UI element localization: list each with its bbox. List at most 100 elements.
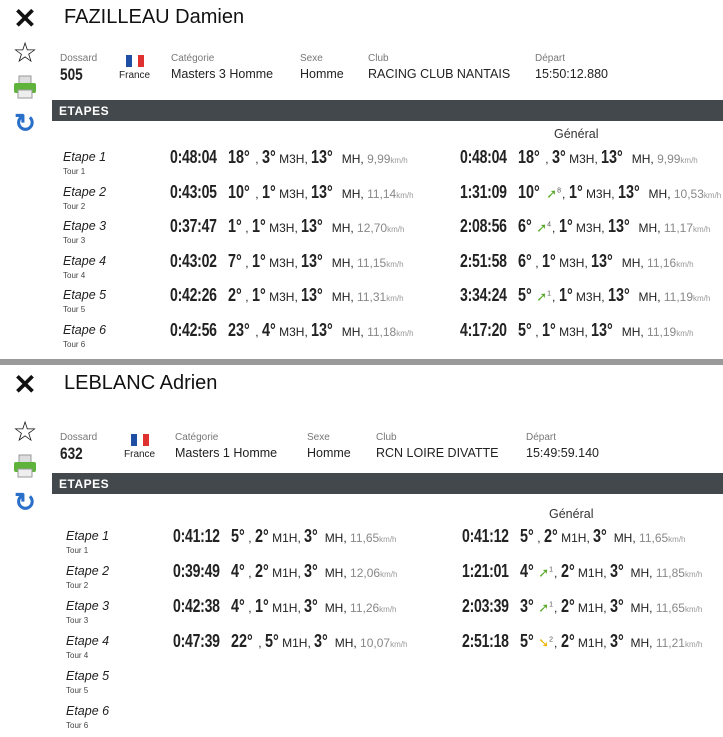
arrow-up-icon: ➚8 <box>546 185 562 201</box>
general-result: 1:21:01 4° ➚1, 2° M1H, 3° MH, 11,85km/h <box>462 561 703 581</box>
speed-unit: km/h <box>390 640 408 649</box>
trend-count: 4 <box>547 221 552 229</box>
time: 0:41:12 <box>462 526 509 546</box>
rank: 5° <box>231 526 245 546</box>
speed-unit: km/h <box>676 328 694 338</box>
category-rank: 1° <box>541 250 556 271</box>
club: Club RCN LOIRE DIVATTE <box>376 432 499 460</box>
categorie: Catégorie Masters 1 Homme <box>175 432 278 460</box>
category: M1H <box>577 566 604 580</box>
general-result: 2:03:39 3° ➚1, 2° M1H, 3° MH, 11,65km/h <box>462 596 703 616</box>
speed: 11,18 <box>367 324 397 339</box>
depart: Départ 15:50:12.880 <box>535 53 608 81</box>
star-icon[interactable]: ☆ <box>12 37 38 68</box>
rank: 18° <box>518 147 540 167</box>
speed-unit: km/h <box>390 156 408 165</box>
rank: 1° <box>228 216 242 236</box>
category-rank: 2° <box>543 526 558 546</box>
general-result: 2:51:18 5° ➘2, 2° M1H, 3° MH, 11,21km/h <box>462 631 703 651</box>
rank: 22° <box>231 631 253 651</box>
mh-rank: 3° <box>609 596 624 616</box>
category-rank: 2° <box>560 631 575 651</box>
printer-icon[interactable] <box>10 74 40 100</box>
stage-result: 0:37:47 1°, 1° M3H, 13° MH, 12,70km/h <box>170 216 405 236</box>
time: 0:42:26 <box>170 285 217 305</box>
category-rank: 2° <box>254 561 269 581</box>
refresh-icon[interactable]: ↻ <box>14 487 36 517</box>
speed-unit: km/h <box>380 570 398 579</box>
tour-label: Tour 5 <box>66 686 89 695</box>
mh-label: MH <box>638 221 658 235</box>
etape-label: Etape 2 <box>66 564 110 578</box>
mh-rank: 3° <box>609 561 624 581</box>
speed-unit: km/h <box>396 190 414 200</box>
speed-unit: km/h <box>693 294 711 303</box>
mh-rank: 13° <box>301 285 323 305</box>
tour-label: Tour 5 <box>63 305 86 314</box>
sexe: Sexe Homme <box>300 53 344 81</box>
speed-unit: km/h <box>676 259 694 269</box>
mh-label: MH <box>331 221 351 235</box>
general-header: Général <box>554 127 599 141</box>
etapes-header: ETAPES <box>52 473 723 494</box>
mh-rank: 13° <box>617 181 640 202</box>
rider-name: FAZILLEAU Damien <box>64 6 245 28</box>
categorie: Catégorie Masters 3 Homme <box>171 53 274 81</box>
speed: 9,99 <box>657 152 681 166</box>
tour-label: Tour 2 <box>63 201 86 211</box>
etape-row: Etape 6 Tour 6 0:42:56 23°, 4° M3H, 13° MH,… <box>0 319 723 353</box>
time: 0:41:12 <box>173 526 220 546</box>
france-flag-icon <box>131 434 149 446</box>
etape-label: Etape 5 <box>63 288 107 302</box>
mh-rank: 13° <box>591 250 613 271</box>
category: M3H <box>559 255 585 270</box>
club: Club RACING CLUB NANTAIS <box>368 53 511 81</box>
mh-rank: 13° <box>607 216 630 236</box>
rank: 5° <box>520 631 534 651</box>
etape-row: Etape 1 Tour 1 0:41:12 5°, 2° M1H, 3° MH, 1… <box>0 526 723 559</box>
tour-label: Tour 4 <box>66 651 89 660</box>
general-result: 0:41:12 5°, 2° M1H, 3° MH, 11,65km/h <box>462 526 686 546</box>
etape-row: Etape 1 Tour 1 0:48:04 18°, 3° M3H, 13° MH,… <box>0 147 723 180</box>
time: 0:43:02 <box>170 250 217 271</box>
mh-label: MH <box>621 255 641 270</box>
printer-icon[interactable] <box>10 453 40 479</box>
etape-label: Etape 6 <box>66 704 110 718</box>
time: 0:48:04 <box>460 147 507 167</box>
tour-label: Tour 1 <box>63 167 86 176</box>
mh-label: MH <box>648 186 668 201</box>
time: 0:39:49 <box>173 561 220 581</box>
category: M1H <box>577 601 604 615</box>
speed-unit: km/h <box>684 570 703 579</box>
close-icon[interactable]: ✕ <box>13 369 37 400</box>
time: 1:31:09 <box>460 181 507 202</box>
mh-label: MH <box>630 566 650 580</box>
speed: 11,85 <box>655 566 685 580</box>
dossard: Dossard 505 <box>60 53 98 84</box>
rank: 23° <box>228 319 250 340</box>
speed-unit: km/h <box>703 190 722 200</box>
time: 1:21:01 <box>462 561 509 581</box>
close-icon[interactable]: ✕ <box>13 3 37 34</box>
mh-label: MH <box>631 152 651 166</box>
stage-result: 0:42:56 23°, 4° M3H, 13° MH, 11,18km/h <box>170 319 414 340</box>
mh-label: MH <box>630 601 650 615</box>
speed: 11,16 <box>647 255 677 270</box>
star-icon[interactable]: ☆ <box>12 416 38 447</box>
arrow-down-icon: ➘2 <box>538 635 554 650</box>
trend-count: 8 <box>557 187 562 195</box>
general-result: 2:51:58 6°, 1° M3H, 13° MH, 11,16km/h <box>460 250 694 271</box>
speed: 10,07 <box>360 636 391 650</box>
category-rank: 1° <box>568 181 583 202</box>
speed-unit: km/h <box>386 259 404 269</box>
speed-unit: km/h <box>684 605 703 614</box>
arrow-up-icon: ➚1 <box>538 600 554 615</box>
speed-unit: km/h <box>379 605 397 614</box>
rank: 5° <box>518 319 532 340</box>
mh-rank: 3° <box>609 631 624 651</box>
category-rank: 1° <box>254 596 269 616</box>
refresh-icon[interactable]: ↻ <box>14 108 36 138</box>
time: 4:17:20 <box>460 319 507 340</box>
etape-row: Etape 2 Tour 2 0:39:49 4°, 2° M1H, 3° MH, 1… <box>0 561 723 594</box>
rank: 7° <box>228 250 242 271</box>
